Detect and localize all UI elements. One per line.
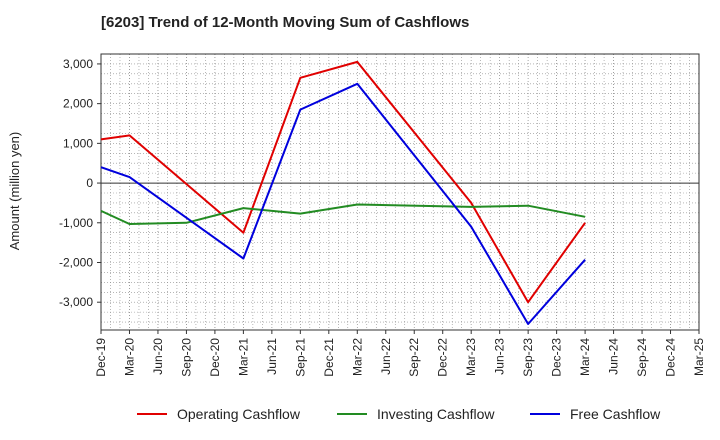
plot-frame <box>100 53 700 331</box>
x-tick-label: Sep-20 <box>179 338 193 377</box>
x-tick-label: Sep-24 <box>635 338 649 377</box>
chart-title: [6203] Trend of 12-Month Moving Sum of C… <box>101 14 470 31</box>
x-tick-label: Jun-23 <box>493 338 507 375</box>
y-tick-label: 0 <box>86 176 93 190</box>
x-tick-label: Sep-23 <box>521 338 535 377</box>
grid-lines <box>100 54 700 330</box>
y-tick-label: 3,000 <box>63 57 93 71</box>
x-tick-label: Mar-20 <box>122 338 136 376</box>
x-tick-label: Dec-21 <box>322 338 336 377</box>
x-tick-label: Dec-19 <box>94 338 108 377</box>
x-tick-label: Dec-20 <box>208 338 222 377</box>
legend-label: Free Cashflow <box>570 406 661 422</box>
x-tick-label: Jun-21 <box>265 338 279 375</box>
legend-label: Operating Cashflow <box>177 406 301 422</box>
x-tick-label: Dec-23 <box>550 338 564 377</box>
x-tick-label: Dec-22 <box>436 338 450 377</box>
x-tick-label: Mar-22 <box>350 338 364 376</box>
x-tick-label: Jun-24 <box>607 338 621 375</box>
axes <box>100 53 700 331</box>
y-tick-labels: 3,000 2,000 1,000 0 -1,000 -2,000 -3,000 <box>59 57 101 309</box>
x-tick-labels: Dec-19 Mar-20 Jun-20 Sep-20 Dec-20 Mar-21 Jun-… <box>94 330 706 377</box>
y-tick-label: 2,000 <box>63 97 93 111</box>
x-tick-label: Mar-23 <box>464 338 478 376</box>
x-tick-label: Sep-22 <box>407 338 421 377</box>
series-lines <box>100 60 586 325</box>
series-line-free-cashflow <box>100 82 586 325</box>
y-tick-label: -2,000 <box>59 255 93 269</box>
y-tick-label: 1,000 <box>63 136 93 150</box>
x-tick-label: Jun-20 <box>151 338 165 375</box>
x-tick-label: Mar-24 <box>578 338 592 376</box>
x-tick-label: Jun-22 <box>379 338 393 375</box>
legend-label: Investing Cashflow <box>377 406 495 422</box>
x-tick-label: Mar-21 <box>236 338 250 376</box>
x-tick-label: Sep-21 <box>293 338 307 377</box>
series-line-operating-cashflow <box>100 60 586 304</box>
legend: Operating Cashflow Investing Cashflow Free… <box>137 406 661 422</box>
y-axis-label: Amount (million yen) <box>7 132 22 251</box>
y-tick-label: -3,000 <box>59 295 93 309</box>
x-tick-label: Dec-24 <box>664 338 678 377</box>
y-tick-label: -1,000 <box>59 216 93 230</box>
x-tick-label: Mar-25 <box>692 338 706 376</box>
series-line-investing-cashflow <box>100 203 586 225</box>
